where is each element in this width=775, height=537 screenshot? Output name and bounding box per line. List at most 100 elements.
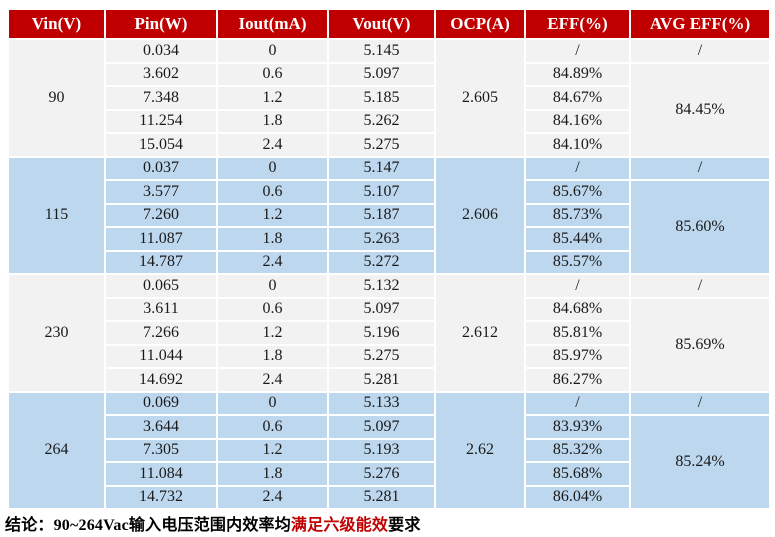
cell-eff: 84.67% [524, 85, 631, 111]
table-row: 3.577 0.6 5.107 85.67% 85.60% [8, 179, 771, 275]
table-row: 7.305 1.2 5.193 85.32% [8, 437, 770, 463]
cell-iout: 1.8 [216, 343, 329, 369]
cell-iout: 2.4 [216, 367, 329, 393]
header-cell: Iout(mA) [216, 8, 329, 40]
cell-vout: 5.107 [327, 179, 436, 205]
table-row: 3.602 0.6 5.097 84.89% 84.45% [8, 61, 771, 158]
table-row: 11.254 1.8 5.262 84.16% [8, 108, 770, 134]
cell-iout: 0 [216, 38, 329, 64]
cell-vout: 5.275 [327, 343, 436, 369]
header-cell: Vin(V) [7, 8, 106, 40]
table-row: 14.732 2.4 5.281 86.04% [8, 484, 770, 510]
cell-avg-eff: 85.60% [629, 179, 771, 275]
cell-pin: 7.348 [104, 85, 218, 111]
conclusion-line: 结论：90~264Vac输入电压范围内效率均满足六级能效要求 [5, 511, 421, 535]
table-row: 15.054 2.4 5.275 84.10% [8, 132, 770, 158]
cell-vin: 115 [7, 155, 106, 275]
cell-pin: 11.044 [104, 343, 218, 369]
cell-pin: 14.787 [104, 249, 218, 275]
cell-pin: 14.692 [104, 367, 218, 393]
cell-pin: 7.305 [104, 437, 218, 463]
cell-pin: 3.644 [104, 414, 218, 440]
cell-pin: 3.611 [104, 296, 218, 322]
table-body: 90 0.034 0 5.145 2.605//3.602 0.6 5.097 84.89% 8… [7, 38, 771, 510]
cell-pin: 15.054 [104, 132, 218, 158]
header-cell: Pin(W) [104, 8, 218, 40]
table-row: 115 0.037 0 5.147 2.606// [7, 155, 771, 275]
cell-pin: 0.065 [104, 273, 218, 299]
cell-pin: 7.260 [104, 202, 218, 228]
cell-vout: 5.276 [327, 461, 436, 487]
cell-eff: 85.67% [524, 179, 631, 205]
cell-iout: 0.6 [216, 414, 329, 440]
cell-iout: 1.2 [216, 320, 329, 346]
cell-vout: 5.097 [327, 414, 436, 440]
conclusion-prefix: 结论： [5, 517, 54, 534]
header-cell: OCP(A) [434, 8, 526, 40]
cell-pin: 14.732 [104, 484, 218, 510]
cell-ocp: 2.612 [434, 273, 526, 393]
cell-avg-eff: 85.69% [629, 296, 771, 393]
cell-iout: 0.6 [216, 296, 329, 322]
cell-vin: 230 [7, 273, 106, 393]
cell-eff: 84.68% [524, 296, 631, 322]
cell-pin: 11.084 [104, 461, 218, 487]
cell-avg-eff-first: / [629, 390, 771, 416]
cell-vout: 5.193 [327, 437, 436, 463]
cell-avg-eff-first: / [629, 273, 771, 299]
cell-avg-eff-first: / [629, 38, 771, 64]
cell-avg-eff: 85.24% [629, 414, 771, 510]
cell-eff: 84.16% [524, 108, 631, 134]
cell-pin: 3.602 [104, 61, 218, 87]
cell-vout: 5.272 [327, 249, 436, 275]
conclusion-highlight: 满足六级能效 [290, 517, 389, 534]
cell-ocp: 2.605 [434, 38, 526, 158]
cell-vin: 90 [7, 38, 106, 158]
cell-avg-eff-first: / [629, 155, 771, 181]
cell-iout: 2.4 [216, 484, 329, 510]
cell-eff: 86.27% [524, 367, 631, 393]
header-cell: EFF(%) [524, 8, 631, 40]
cell-eff: 85.97% [524, 343, 631, 369]
cell-eff: 85.57% [524, 249, 631, 275]
table-row: 3.644 0.6 5.097 83.93% 85.24% [8, 414, 771, 510]
cell-eff: / [524, 38, 631, 64]
table-row: 90 0.034 0 5.145 2.605// [7, 38, 771, 158]
table-row: 11.084 1.8 5.276 85.68% [8, 461, 770, 487]
efficiency-table: Vin(V) Pin(W) Iout(mA) Vout(V) OCP(A) EFF(%) A… [7, 8, 771, 510]
cell-iout: 1.8 [216, 226, 329, 252]
cell-vout: 5.262 [327, 108, 436, 134]
cell-vout: 5.187 [327, 202, 436, 228]
table-row: 11.087 1.8 5.263 85.44% [8, 226, 770, 252]
cell-vout: 5.133 [327, 390, 436, 416]
cell-vout: 5.196 [327, 320, 436, 346]
cell-iout: 1.2 [216, 437, 329, 463]
cell-iout: 0.6 [216, 61, 329, 87]
cell-eff: 86.04% [524, 484, 631, 510]
header-cell: Vout(V) [327, 8, 436, 40]
cell-eff: 85.44% [524, 226, 631, 252]
cell-pin: 11.254 [104, 108, 218, 134]
cell-ocp: 2.62 [434, 390, 526, 510]
cell-pin: 7.266 [104, 320, 218, 346]
cell-eff: / [524, 390, 631, 416]
cell-pin: 3.577 [104, 179, 218, 205]
conclusion-suffix: 要求 [388, 517, 421, 534]
cell-vin: 264 [7, 390, 106, 510]
header-row: Vin(V) Pin(W) Iout(mA) Vout(V) OCP(A) EFF(%) A… [7, 8, 771, 40]
cell-eff: 85.68% [524, 461, 631, 487]
cell-eff: / [524, 155, 631, 181]
cell-pin: 0.037 [104, 155, 218, 181]
table-row: 7.266 1.2 5.196 85.81% [8, 320, 770, 346]
cell-ocp: 2.606 [434, 155, 526, 275]
cell-iout: 1.8 [216, 108, 329, 134]
header-cell: AVG EFF(%) [629, 8, 771, 40]
cell-eff: 83.93% [524, 414, 631, 440]
cell-iout: 0.6 [216, 179, 329, 205]
cell-pin: 0.034 [104, 38, 218, 64]
cell-iout: 0 [216, 390, 329, 416]
table-row: 7.348 1.2 5.185 84.67% [8, 85, 770, 111]
cell-eff: 85.73% [524, 202, 631, 228]
cell-iout: 2.4 [216, 249, 329, 275]
cell-iout: 0 [216, 273, 329, 299]
